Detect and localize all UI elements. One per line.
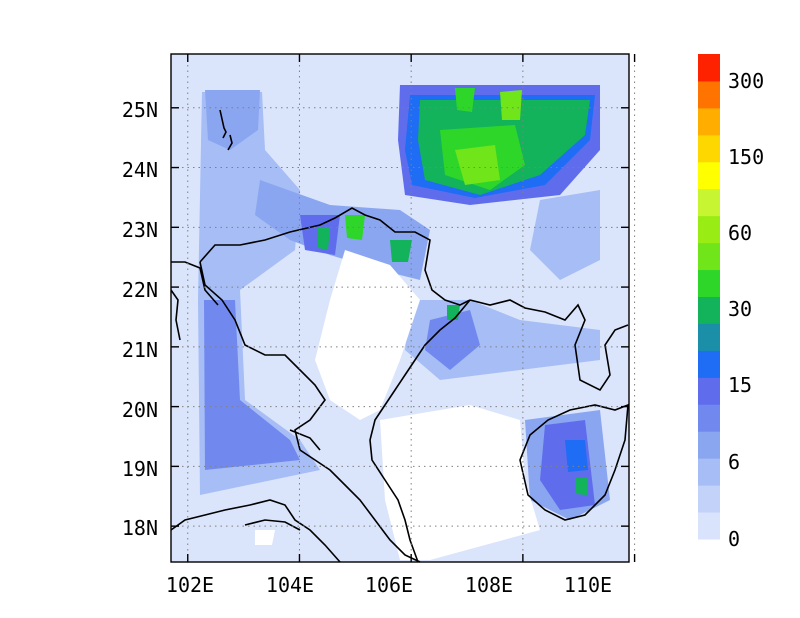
dry-region-southwest	[255, 530, 275, 545]
colorbar-swatch	[698, 458, 720, 486]
precip-region-north-green-c	[318, 228, 330, 250]
lon-tick-label: 104E	[266, 573, 314, 597]
colorbar-swatch	[698, 188, 720, 217]
lat-tick-label: 21N	[122, 338, 158, 362]
precip-region-northeast-peak-a	[455, 145, 500, 185]
precip-region-hainan-green	[575, 478, 588, 495]
dry-region-central	[315, 250, 420, 420]
precip-region-northeast-peak-b	[500, 90, 522, 120]
colorbar-label: 150	[728, 145, 764, 169]
laos-west-border	[171, 261, 219, 306]
lat-tick-label: 22N	[122, 278, 158, 302]
colorbar-swatch	[698, 404, 720, 432]
colorbar-swatch	[698, 323, 720, 351]
precip-field	[198, 85, 610, 560]
precip-region-northwest	[205, 90, 260, 150]
colorbar-label: 60	[728, 221, 752, 245]
precip-region-north-band	[255, 180, 430, 280]
colorbar	[698, 54, 720, 540]
colorbar-swatch	[698, 377, 720, 405]
lat-tick-label: 24N	[122, 158, 158, 182]
western-wiggle	[170, 289, 181, 341]
grid-lines	[171, 54, 636, 562]
precip-region-east-margin	[530, 190, 600, 280]
hainan-coast	[519, 403, 629, 521]
colorbar-swatch	[698, 431, 720, 459]
lat-tick-label: 18N	[122, 516, 158, 540]
precip-region-west-core	[204, 300, 300, 470]
map-frame	[170, 53, 630, 563]
colorbar-swatch	[698, 296, 720, 324]
colorbar-label: 15	[728, 373, 752, 397]
colorbar-label: 300	[728, 69, 764, 93]
precip-region-hainan-peak	[565, 440, 588, 472]
precip-region-coast-green	[447, 305, 460, 320]
colorbar-swatch	[698, 80, 720, 109]
lon-tick-label: 102E	[166, 573, 214, 597]
dry-region-south	[380, 405, 540, 560]
colorbar-swatch	[698, 269, 720, 297]
precip-region-north-green-a	[345, 215, 365, 240]
colorbar-swatch	[698, 107, 720, 136]
lon-tick-label: 106E	[365, 573, 413, 597]
colorbar-swatch	[698, 512, 720, 540]
colorbar-swatch	[698, 350, 720, 378]
china-vietnam-border	[199, 207, 471, 306]
lon-tick-label: 110E	[564, 573, 612, 597]
colorbar-swatch	[698, 134, 720, 163]
lat-tick-label: 19N	[122, 457, 158, 481]
island-b	[227, 134, 233, 151]
lon-ticks	[187, 54, 636, 562]
guangxi-coast	[469, 299, 629, 392]
thailand-border	[170, 499, 341, 563]
island-a	[219, 109, 227, 139]
laos-vietnam-border	[199, 261, 421, 563]
vietnam-coast	[369, 299, 471, 563]
boundaries	[170, 109, 629, 563]
colorbar-label: 6	[728, 450, 740, 474]
colorbar-label: 0	[728, 527, 740, 551]
precip-region-coast-core	[425, 310, 480, 370]
precip-region-north-green-b	[390, 240, 412, 262]
colorbar-label: 30	[728, 297, 752, 321]
colorbar-swatch	[698, 242, 720, 271]
colorbar-swatch	[698, 161, 720, 190]
colorbar-swatch	[698, 54, 720, 82]
lat-tick-label: 20N	[122, 398, 158, 422]
colorbar-swatch	[698, 485, 720, 513]
colorbar-swatch	[698, 215, 720, 244]
lon-tick-label: 108E	[465, 573, 513, 597]
laos-inner	[289, 429, 321, 451]
lat-tick-label: 25N	[122, 98, 158, 122]
lat-ticks	[171, 107, 629, 527]
lat-tick-label: 23N	[122, 218, 158, 242]
precip-region-northeast-peak-c	[455, 88, 475, 112]
